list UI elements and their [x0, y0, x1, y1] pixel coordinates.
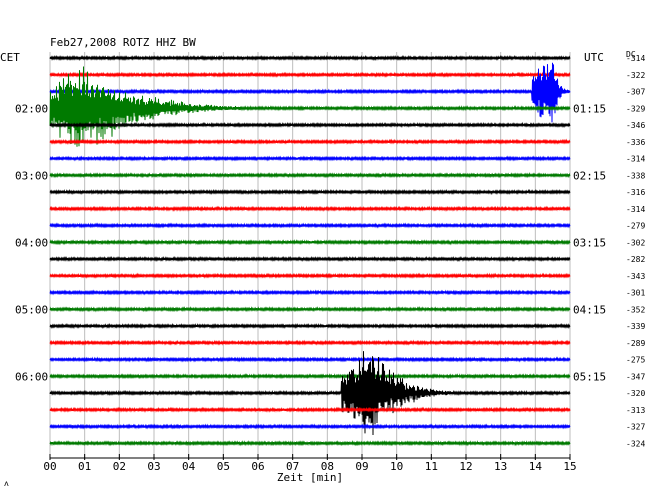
dc-offset-label: -301 [626, 289, 645, 298]
dc-offset-label: -347 [626, 372, 645, 381]
dc-offset-label: -314 [626, 54, 645, 63]
dc-offset-label: -307 [626, 88, 645, 97]
dc-offset-label: -352 [626, 305, 645, 314]
x-tick-label: 12 [459, 460, 472, 473]
x-tick-label: 02 [113, 460, 126, 473]
x-tick-label: 06 [251, 460, 264, 473]
seismic-trace-line [49, 239, 571, 246]
cet-hour-label: 06:00 [15, 370, 48, 383]
utc-hour-label: 02:15 [573, 169, 606, 182]
dc-offset-label: -314 [626, 155, 645, 164]
seismic-trace-line [49, 339, 571, 346]
x-tick-label: 13 [494, 460, 507, 473]
dc-offset-label: -339 [626, 322, 645, 331]
dc-offset-label: -343 [626, 272, 645, 281]
dc-offset-label: -316 [626, 188, 645, 197]
utc-hour-label: 04:15 [573, 303, 606, 316]
x-tick-label: 05 [217, 460, 230, 473]
x-tick-label: 14 [529, 460, 543, 473]
x-tick-label: 07 [286, 460, 299, 473]
seismic-trace-line [49, 255, 571, 263]
x-tick-label: 03 [147, 460, 160, 473]
seismic-trace-line [49, 351, 571, 436]
seismic-trace-line [49, 440, 571, 447]
dc-offset-label: -338 [626, 171, 645, 180]
seismic-trace-line [49, 121, 571, 129]
seismic-trace-line [49, 155, 571, 162]
corner-mark: ᴧ [4, 479, 9, 488]
seismic-trace-line [49, 322, 571, 330]
x-tick-label: 00 [43, 460, 56, 473]
dc-offset-label: -302 [626, 238, 645, 247]
utc-hour-label: 01:15 [573, 102, 606, 115]
chart-title: Feb27,2008 ROTZ HHZ BW [50, 36, 196, 49]
dc-label: DC [626, 50, 636, 59]
dc-offset-label: -329 [626, 104, 645, 113]
dc-offset-label: -322 [626, 71, 645, 80]
dc-offset-label: -320 [626, 389, 645, 398]
seismic-trace-line [49, 423, 571, 430]
chart-labels: Feb27,2008 ROTZ HHZ BW CET UTC DC Zeit [… [0, 36, 645, 488]
dc-offset-label: -279 [626, 222, 645, 231]
dc-offset-label: -282 [626, 255, 645, 264]
dc-offset-label: -289 [626, 339, 645, 348]
seismic-trace-line [49, 54, 571, 62]
x-tick-label: 15 [563, 460, 576, 473]
x-tick-label: 08 [321, 460, 334, 473]
utc-hour-label: 03:15 [573, 236, 606, 249]
x-tick-label: 10 [390, 460, 403, 473]
seismic-trace-line [49, 289, 571, 296]
x-tick-label: 09 [355, 460, 368, 473]
right-axis-label: UTC [584, 51, 604, 64]
dc-offset-label: -346 [626, 121, 645, 130]
seismic-trace-line [49, 188, 571, 196]
seismic-trace-line [49, 373, 571, 380]
seismic-trace-line [49, 356, 571, 363]
seismic-trace-line [49, 138, 571, 145]
dc-offset-label: -275 [626, 356, 645, 365]
cet-hour-label: 04:00 [15, 236, 48, 249]
dc-offset-label: -336 [626, 138, 645, 147]
seismic-trace-line [49, 66, 571, 147]
utc-hour-label: 05:15 [573, 370, 606, 383]
seismic-trace-line [49, 406, 571, 413]
seismic-trace-line [49, 222, 571, 229]
cet-hour-label: 03:00 [15, 169, 48, 182]
cet-hour-label: 05:00 [15, 303, 48, 316]
dc-offset-label: -327 [626, 423, 645, 432]
dc-offset-label: -314 [626, 205, 645, 214]
dc-offset-label: -313 [626, 406, 645, 415]
seismic-trace-line [49, 62, 571, 123]
x-tick-label: 01 [78, 460, 91, 473]
left-axis-label: CET [0, 51, 20, 64]
x-axis-label: Zeit [min] [277, 471, 343, 484]
seismic-trace-line [49, 205, 571, 212]
seismic-trace-line [49, 272, 571, 279]
seismic-traces [49, 54, 571, 447]
seismic-trace-line [49, 71, 571, 78]
axis-ticks: 00 01 02 03 04 05 06 07 08 09 10 11 12 13 14 15 [43, 454, 577, 473]
seismic-trace-line [49, 172, 571, 179]
dc-offset-label: -324 [626, 439, 645, 448]
cet-hour-label: 02:00 [15, 102, 48, 115]
x-tick-label: 04 [182, 460, 196, 473]
x-tick-label: 11 [425, 460, 438, 473]
seismic-trace-line [49, 306, 571, 313]
